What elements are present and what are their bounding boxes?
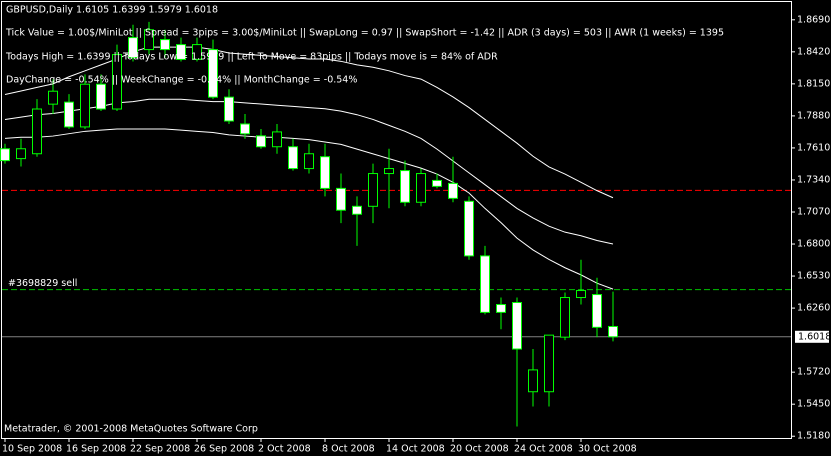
candle-body: [608, 325, 618, 338]
candle-body: [576, 290, 586, 299]
copyright: Metatrader, © 2001-2008 MetaQuotes Softw…: [4, 424, 258, 435]
candle-body: [432, 179, 442, 187]
candle-body: [448, 182, 458, 199]
candle-body: [0, 148, 10, 162]
y-tick-label: 1.6260: [797, 303, 830, 314]
candle-body: [176, 44, 186, 60]
y-tick-label: 1.8420: [797, 46, 830, 57]
candle-body: [64, 101, 74, 128]
x-tick-label: 24 Oct 2008: [514, 444, 573, 455]
moving-average: [4, 128, 614, 290]
y-tick-label: 1.7070: [797, 206, 830, 217]
candle-body: [224, 96, 234, 122]
candle-body: [96, 83, 106, 110]
candle-body: [144, 29, 154, 51]
candle-body: [400, 170, 410, 203]
candle-body: [384, 168, 394, 175]
y-tick-label: 1.7610: [797, 142, 830, 153]
moving-average: [4, 98, 614, 245]
y-tick-label: 1.8150: [797, 78, 830, 89]
marks: [0, 19, 795, 442]
info-line: Todays High = 1.6399 || Todays Low = 1.5…: [5, 52, 498, 63]
candle-body: [288, 146, 298, 170]
x-tick-label: 2 Oct 2008: [258, 444, 311, 455]
candle-body: [368, 173, 378, 207]
plot-frame: [1, 1, 792, 439]
x-tick-label: 14 Oct 2008: [386, 444, 445, 455]
y-tick-label: 1.6800: [797, 239, 830, 250]
moving-average: [4, 46, 614, 199]
candle-body: [320, 156, 330, 189]
chart-title: GBPUSD,Daily 1.6105 1.6399 1.5979 1.6018: [6, 5, 218, 16]
candle-body: [128, 37, 138, 59]
candle-body: [528, 369, 538, 393]
y-tick-label: 1.7880: [797, 110, 830, 121]
y-tick-label: 1.5180: [797, 431, 830, 442]
candle-body: [80, 83, 90, 128]
candle-body: [160, 39, 170, 51]
candle-body: [352, 205, 362, 215]
candle-body: [192, 44, 202, 60]
x-tick-label: 22 Sep 2008: [130, 444, 190, 455]
candle-body: [304, 153, 314, 170]
candle-body: [240, 123, 250, 135]
info-line: Tick Value = 1.00$/MiniLot || Spread = 3…: [5, 28, 724, 39]
candle-body: [112, 54, 122, 110]
x-tick-label: 26 Sep 2008: [194, 444, 254, 455]
candle-body: [416, 173, 426, 203]
candle-body: [592, 294, 602, 328]
y-tick-label: 1.6530: [797, 271, 830, 282]
candle-body: [544, 334, 554, 393]
texts: GBPUSD,Daily 1.6105 1.6399 1.5979 1.6018…: [2, 5, 831, 455]
info-line: DayChange = -0.54% || WeekChange = -0.54…: [6, 75, 357, 86]
candle-body: [560, 297, 570, 338]
candle-body: [32, 108, 42, 155]
candle-body: [496, 304, 506, 313]
candle-body: [48, 90, 58, 105]
y-tick-label: 1.5450: [797, 399, 830, 410]
y-tick-label: 1.5720: [797, 367, 830, 378]
y-tick-label: 1.7340: [797, 174, 830, 185]
x-tick-label: 30 Oct 2008: [578, 444, 637, 455]
level-label: #3698829 sell: [8, 278, 77, 289]
x-tick-label: 20 Oct 2008: [450, 444, 509, 455]
last-price-box: [795, 330, 829, 343]
candle-body: [512, 302, 522, 350]
candle-body: [16, 148, 26, 160]
x-tick-label: 8 Oct 2008: [322, 444, 375, 455]
candle-body: [272, 131, 282, 148]
x-tick-label: 16 Sep 2008: [66, 444, 126, 455]
candle-body: [336, 187, 346, 211]
candle-body: [480, 255, 490, 313]
last-price-label: 1.6018: [798, 331, 831, 342]
y-tick-label: 1.8690: [797, 14, 830, 25]
candle-body: [256, 135, 266, 148]
x-tick-label: 10 Sep 2008: [2, 444, 62, 455]
candle-body: [464, 200, 474, 257]
candle-body: [208, 49, 218, 98]
